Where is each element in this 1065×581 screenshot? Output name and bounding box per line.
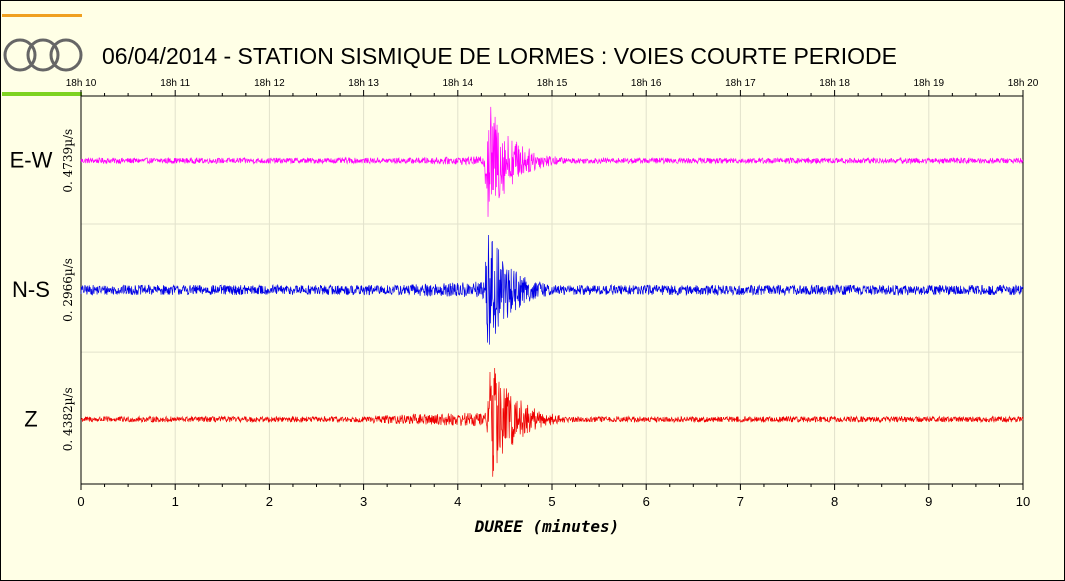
time-tick-label: 18h 12 xyxy=(254,78,285,89)
duration-tick-label: 8 xyxy=(831,494,838,509)
traces xyxy=(80,106,1024,477)
amplitude-label: 0. 2966µ/s xyxy=(61,258,75,322)
duration-tick-label: 5 xyxy=(548,494,555,509)
trace-z xyxy=(80,367,1024,477)
channel-labels: E-W 0. 4739µ/s N-S 0. 2966µ/s Z 0. 4382µ/s xyxy=(10,129,75,451)
duration-tick-label: 4 xyxy=(454,494,461,509)
duration-axis: 0 1 2 3 4 5 6 7 8 9 10 xyxy=(77,484,1030,509)
duration-tick-label: 0 xyxy=(77,494,84,509)
time-tick-label: 18h 11 xyxy=(160,78,190,89)
duration-tick-label: 6 xyxy=(643,494,650,509)
channel-name-label: N-S xyxy=(12,277,50,302)
duration-tick-label: 10 xyxy=(1016,494,1030,509)
duration-tick-label: 7 xyxy=(737,494,744,509)
time-tick-label: 18h 18 xyxy=(819,78,850,89)
cea-logo xyxy=(2,14,83,96)
logo-bottom-bar xyxy=(2,92,82,96)
amplitude-label: 0. 4739µ/s xyxy=(61,129,75,193)
trace-e-w xyxy=(80,106,1024,217)
logo-ring-3 xyxy=(49,38,83,72)
time-axis: 18h 10 18h 11 18h 12 18h 13 18h 14 18h 15 18h … xyxy=(66,78,1039,96)
channel-name-label: Z xyxy=(24,406,37,431)
amplitude-label: 0. 4382µ/s xyxy=(61,387,75,451)
logo-ring-1 xyxy=(3,38,37,72)
time-tick-label: 18h 15 xyxy=(537,78,568,89)
duration-tick-label: 9 xyxy=(925,494,932,509)
logo-top-bar xyxy=(2,14,82,17)
time-tick-label: 18h 16 xyxy=(631,78,662,89)
time-tick-label: 18h 20 xyxy=(1008,78,1039,89)
time-tick-label: 18h 13 xyxy=(348,78,379,89)
chart-title: 06/04/2014 - STATION SISMIQUE DE LORMES … xyxy=(102,43,897,69)
time-tick-label: 18h 19 xyxy=(914,78,945,89)
logo-ring-2 xyxy=(26,38,60,72)
time-tick-label: 18h 14 xyxy=(443,78,474,89)
duration-tick-label: 1 xyxy=(172,494,179,509)
duration-tick-label: 3 xyxy=(360,494,367,509)
x-axis-label: DUREE (minutes) xyxy=(474,517,620,536)
channel-name-label: E-W xyxy=(10,148,53,173)
duration-tick-label: 2 xyxy=(266,494,273,509)
time-tick-label: 18h 10 xyxy=(66,78,97,89)
time-tick-label: 18h 17 xyxy=(725,78,756,89)
trace-n-s xyxy=(80,235,1024,345)
